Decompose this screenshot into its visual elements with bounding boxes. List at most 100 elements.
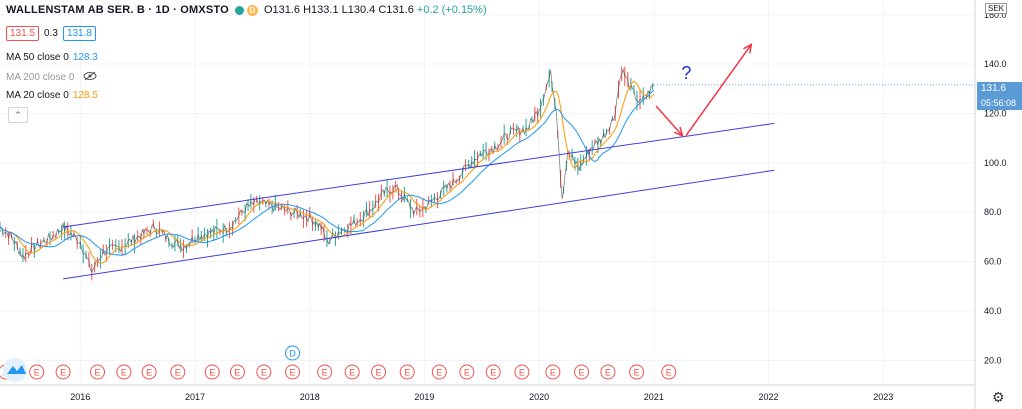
earnings-marker-circle <box>344 364 360 380</box>
ma200-legend[interactable]: MA 200 close 0 <box>6 71 97 83</box>
currency-label: SEK <box>985 3 1008 14</box>
earnings-marker[interactable]: E <box>514 364 530 380</box>
earnings-marker[interactable]: E <box>229 364 245 380</box>
earnings-marker-label: E <box>60 368 66 378</box>
x-axis: 2016 2017 2018 2019 2020 2021 2022 2023 <box>0 384 975 402</box>
earnings-marker-circle <box>545 364 561 380</box>
earnings-marker[interactable]: E <box>90 364 105 380</box>
earnings-marker[interactable]: E <box>371 364 387 380</box>
change-value: +0.2 (+0.15%) <box>416 4 487 16</box>
open-value: O131.6 <box>263 4 301 16</box>
data-badge-icon[interactable]: D <box>246 4 258 16</box>
earnings-marker-label: E <box>550 368 556 378</box>
earnings-marker[interactable]: E <box>629 364 645 380</box>
dividend-marker[interactable]: D <box>285 345 300 361</box>
ma20-legend[interactable]: MA 20 close 0 128.5 <box>6 90 98 101</box>
earnings-marker-circle <box>170 364 186 380</box>
earnings-marker-circle <box>90 364 105 380</box>
chart-header: WALLENSTAM AB SER. B · 1D · OMXSTO D O13… <box>6 4 487 16</box>
earnings-marker-label: E <box>175 368 181 378</box>
symbol-title[interactable]: WALLENSTAM AB SER. B · 1D · OMXSTO <box>6 4 229 16</box>
close-value: C131.6 <box>378 4 414 16</box>
earnings-marker-label: E <box>289 368 295 378</box>
x-tick-label: 2019 <box>414 392 434 402</box>
earnings-marker-label: E <box>261 368 267 378</box>
earnings-marker[interactable]: E <box>485 364 501 380</box>
ma50-legend[interactable]: MA 50 close 0 128.3 <box>6 52 98 63</box>
earnings-marker-label: E <box>121 368 127 378</box>
earnings-marker-circle <box>459 364 475 380</box>
earnings-marker-circle <box>574 364 590 380</box>
y-tick-label: 60.0 <box>984 257 1002 267</box>
earnings-marker-circle <box>285 364 300 380</box>
ma50-value: 128.3 <box>72 52 98 63</box>
ma50-label: MA 50 close 0 <box>6 52 69 63</box>
earnings-marker-label: E <box>146 368 152 378</box>
ma20-label: MA 20 close 0 <box>6 90 69 101</box>
earnings-marker[interactable]: E <box>141 364 157 380</box>
cloud-logo-icon <box>3 358 27 382</box>
earnings-marker[interactable]: E <box>204 364 220 380</box>
collapse-legend-button[interactable]: ⌃ <box>8 107 28 123</box>
earnings-marker-circle <box>29 364 45 380</box>
earnings-marker[interactable]: E <box>317 364 333 380</box>
x-tick-label: 2018 <box>300 392 320 402</box>
channel-line <box>63 169 775 280</box>
x-tick-label: 2022 <box>759 392 779 402</box>
earnings-marker-label: E <box>404 368 410 378</box>
ma50-line <box>0 89 655 256</box>
earnings-marker-circle <box>661 364 677 380</box>
price-series <box>0 66 975 281</box>
buy-button[interactable]: 131.8 <box>62 26 96 41</box>
earnings-marker[interactable]: E <box>116 364 132 380</box>
earnings-marker-circle <box>317 364 333 380</box>
dividend-marker-circle <box>285 345 300 361</box>
earnings-marker[interactable]: E <box>574 364 590 380</box>
earnings-marker[interactable]: E <box>600 364 616 380</box>
earnings-marker[interactable]: E <box>661 364 677 380</box>
earnings-marker-circle <box>485 364 501 380</box>
low-value: L130.4 <box>341 4 376 16</box>
earnings-marker[interactable]: E <box>431 364 447 380</box>
earnings-marker[interactable]: E <box>344 364 360 380</box>
earnings-marker-label: E <box>519 368 525 378</box>
earnings-marker-label: E <box>605 368 611 378</box>
sell-button[interactable]: 131.5 <box>6 26 40 41</box>
channel-line <box>63 122 775 228</box>
earnings-marker[interactable]: E <box>170 364 186 380</box>
market-status-icon[interactable] <box>234 5 244 15</box>
x-tick-label: 2021 <box>644 392 664 402</box>
logo-shape <box>7 365 26 374</box>
gear-icon[interactable]: ⚙ <box>992 389 1005 405</box>
bar-countdown: 05:56:08 <box>977 96 1022 110</box>
earnings-marker-label: E <box>464 368 470 378</box>
earnings-marker[interactable]: E <box>545 364 561 380</box>
y-tick-label: 120.0 <box>984 109 1007 119</box>
earnings-marker[interactable]: E <box>285 364 300 380</box>
event-markers: EEEEEEEEEEEEEEEEEEEEEEEED <box>0 345 677 382</box>
chevron-up-icon: ⌃ <box>14 110 22 120</box>
earnings-marker[interactable]: E <box>29 364 45 380</box>
earnings-marker[interactable]: E <box>399 364 415 380</box>
earnings-marker-circle <box>229 364 245 380</box>
y-tick-label: 160.0 <box>984 10 1007 20</box>
x-tick-label: 2017 <box>185 392 205 402</box>
earnings-marker[interactable]: E <box>55 364 71 380</box>
earnings-marker[interactable]: E <box>459 364 475 380</box>
x-tick-label: 2016 <box>70 392 90 402</box>
earnings-marker-label: E <box>94 368 100 378</box>
y-tick-label: 40.0 <box>984 306 1002 316</box>
earnings-marker-circle <box>629 364 645 380</box>
eye-hidden-icon[interactable] <box>83 71 97 81</box>
arrow-head <box>673 126 684 138</box>
earnings-marker-label: E <box>436 368 442 378</box>
earnings-marker-circle <box>600 364 616 380</box>
earnings-marker[interactable]: E <box>256 364 272 380</box>
earnings-marker-label: E <box>322 368 328 378</box>
earnings-marker-label: E <box>209 368 215 378</box>
earnings-marker-label: E <box>234 368 240 378</box>
earnings-marker-circle <box>204 364 220 380</box>
y-axis: 160.0 140.0 120.0 100.0 80.0 60.0 40.0 20.0 <box>974 0 1007 409</box>
y-tick-label: 140.0 <box>984 59 1007 69</box>
